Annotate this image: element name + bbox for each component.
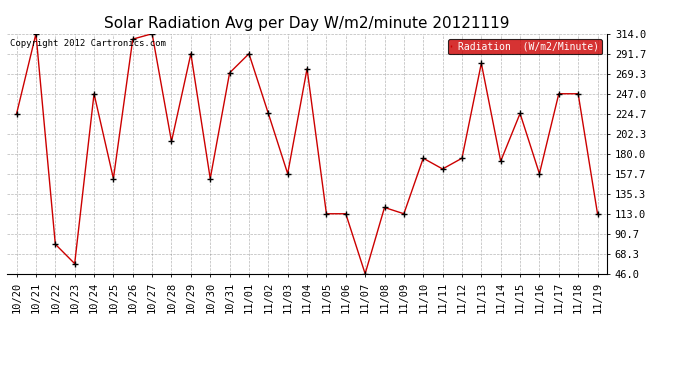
Text: Copyright 2012 Cartronics.com: Copyright 2012 Cartronics.com xyxy=(10,39,166,48)
Title: Solar Radiation Avg per Day W/m2/minute 20121119: Solar Radiation Avg per Day W/m2/minute … xyxy=(104,16,510,31)
Legend: Radiation  (W/m2/Minute): Radiation (W/m2/Minute) xyxy=(448,39,602,54)
